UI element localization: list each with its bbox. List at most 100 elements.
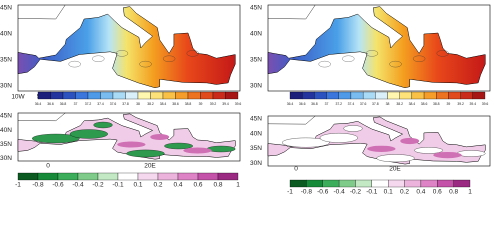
colorbar-box bbox=[197, 172, 219, 181]
sea-field bbox=[17, 6, 236, 89]
lat-label: 45N bbox=[250, 116, 262, 123]
anomaly-patch bbox=[150, 134, 170, 140]
contour bbox=[412, 55, 426, 62]
contour bbox=[162, 55, 176, 62]
anomaly-patch bbox=[32, 133, 80, 144]
colorbar-label: 37.4 bbox=[348, 102, 355, 106]
anomaly-patch bbox=[367, 145, 396, 152]
colorbar-box bbox=[322, 179, 340, 188]
colorbar-box bbox=[326, 91, 339, 100]
coastline bbox=[17, 112, 66, 122]
colorbar-label: 37.8 bbox=[122, 102, 129, 106]
colorbar-label: 37.2 bbox=[85, 102, 92, 106]
colorbar-box bbox=[411, 91, 425, 100]
colorbar-box bbox=[217, 172, 239, 181]
colorbar-box bbox=[420, 179, 438, 188]
colorbar-box bbox=[314, 91, 327, 100]
lat-label: 30N bbox=[0, 155, 12, 162]
colorbar-box bbox=[212, 91, 226, 100]
colorbar-label: 37.4 bbox=[97, 102, 104, 106]
colorbar-box bbox=[177, 172, 199, 181]
colorbar-box bbox=[187, 91, 201, 100]
colorbar-label: 37.8 bbox=[372, 102, 379, 106]
colorbar-label: 0.8 bbox=[449, 189, 458, 196]
contour bbox=[139, 60, 152, 68]
lat-label: 40N bbox=[250, 130, 262, 137]
colorbar-box bbox=[112, 91, 126, 100]
lon-label: 20E bbox=[144, 163, 156, 170]
colorbar-box bbox=[289, 179, 307, 188]
anomaly-patch bbox=[282, 137, 330, 148]
colorbar-label: 0.4 bbox=[173, 182, 182, 189]
colorbar-label: -0.6 bbox=[52, 182, 64, 189]
colorbar-box bbox=[162, 91, 176, 100]
colorbar-label: 38.6 bbox=[172, 102, 179, 106]
colorbar-label: 0.6 bbox=[433, 189, 442, 196]
colorbar-box bbox=[472, 91, 486, 100]
contour bbox=[436, 50, 449, 57]
colorbar-label: 37.2 bbox=[335, 102, 342, 106]
contour bbox=[365, 50, 379, 57]
colorbar-label: 38.2 bbox=[396, 102, 403, 106]
colorbar-box bbox=[460, 91, 473, 100]
colorbar-box bbox=[175, 91, 189, 100]
anomaly-patch bbox=[400, 137, 420, 145]
lon-label: 10W bbox=[11, 94, 25, 101]
colorbar-box bbox=[17, 172, 39, 181]
lon-label: 20E bbox=[389, 166, 401, 173]
colorbar-label: -0.4 bbox=[72, 182, 84, 189]
colorbar-label: 38.4 bbox=[409, 102, 416, 106]
colorbar-label: -0.4 bbox=[333, 189, 345, 196]
colorbar-label: 0.1 bbox=[384, 189, 393, 196]
anomaly-patch bbox=[164, 142, 193, 150]
colorbar-box bbox=[375, 91, 388, 100]
colorbar-box bbox=[388, 179, 405, 188]
colorbar-box bbox=[57, 172, 79, 181]
colorbar-label: -0.8 bbox=[32, 182, 44, 189]
colorbar-box bbox=[338, 179, 356, 188]
colorbar-box bbox=[350, 91, 364, 100]
colorbar-box bbox=[125, 91, 139, 100]
anomaly-patch bbox=[376, 154, 415, 163]
anomaly-patch bbox=[183, 147, 212, 154]
colorbar-label: 37 bbox=[325, 102, 329, 106]
colorbar-label: -1 bbox=[15, 182, 21, 189]
lat-label: 30N bbox=[250, 83, 262, 90]
colorbar-box bbox=[137, 91, 151, 100]
contour bbox=[389, 60, 402, 68]
colorbar-box bbox=[371, 179, 389, 188]
sea-field bbox=[267, 6, 486, 89]
figure: 45N40N35N30N10W5W05E10E15E20E25E30E35E36… bbox=[0, 4, 491, 196]
lat-label: 45N bbox=[0, 5, 12, 12]
anomaly-patch bbox=[343, 125, 363, 132]
colorbar-label: 0.6 bbox=[193, 182, 202, 189]
colorbar-label: 1 bbox=[468, 189, 472, 196]
colorbar-box bbox=[50, 91, 64, 100]
colorbar-label: -0.2 bbox=[92, 182, 104, 189]
colorbar-box bbox=[77, 172, 99, 181]
anomaly-patch bbox=[69, 129, 108, 139]
colorbar-box bbox=[97, 172, 119, 181]
colorbar-label: 0.1 bbox=[133, 182, 142, 189]
lat-label: 35N bbox=[250, 57, 262, 64]
colorbar-box bbox=[200, 91, 214, 100]
contour bbox=[186, 50, 199, 57]
colorbar-label: 39.2 bbox=[210, 102, 217, 106]
colorbar-box bbox=[100, 91, 114, 100]
contour bbox=[68, 60, 81, 68]
colorbar-label: 38.2 bbox=[147, 102, 154, 106]
colorbar-box bbox=[289, 91, 303, 100]
anomaly-patch bbox=[414, 147, 443, 154]
anomaly-patch bbox=[117, 141, 146, 148]
colorbar-label: 39.6 bbox=[235, 102, 242, 106]
colorbar-label: 38.4 bbox=[160, 102, 167, 106]
colorbar-label: -0.1 bbox=[366, 189, 378, 196]
colorbar-label: -0.6 bbox=[317, 189, 329, 196]
contour bbox=[115, 50, 129, 57]
lon-label: 0 bbox=[46, 163, 50, 170]
colorbar-label: 37.6 bbox=[360, 102, 367, 106]
colorbar-label: 39.4 bbox=[470, 102, 477, 106]
colorbar-box bbox=[302, 91, 315, 100]
colorbar-label: 38.6 bbox=[421, 102, 428, 106]
colorbar-label: 36.8 bbox=[60, 102, 67, 106]
